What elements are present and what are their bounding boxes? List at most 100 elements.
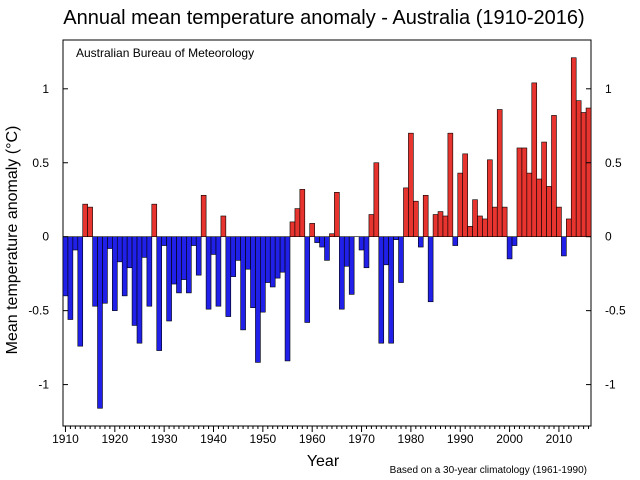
bar-1946 — [240, 236, 246, 331]
bar-1989 — [452, 236, 459, 246]
bar-1925 — [136, 236, 143, 344]
bar-1997 — [492, 206, 498, 237]
bar-1986 — [437, 211, 444, 237]
bars-group — [62, 57, 592, 409]
bar-1913 — [77, 236, 84, 347]
bar-1966 — [339, 236, 345, 310]
bar-2010 — [556, 206, 562, 237]
bar-2001 — [511, 236, 518, 246]
x-axis: 1910 1920 1930 1940 1950 1960 1970 1980 1990 2000… — [52, 426, 590, 446]
bar-1931 — [166, 236, 172, 322]
bar-2006 — [536, 178, 542, 238]
climatology-footnote: Based on a 30-year climatology (1961-199… — [390, 465, 587, 476]
bar-1998 — [496, 109, 503, 238]
bar-1990 — [457, 172, 463, 237]
y-axis-label: Mean temperature anomaly (°C) — [4, 126, 21, 355]
bar-1991 — [462, 153, 468, 238]
bar-1930 — [161, 236, 167, 246]
source-annotation: Australian Bureau of Meteorology — [76, 46, 254, 60]
bar-1956 — [289, 221, 296, 238]
bar-1950 — [260, 236, 266, 313]
bar-1912 — [72, 236, 79, 251]
y-tick-label-left: 0.5 — [32, 156, 49, 170]
bar-1916 — [92, 236, 98, 307]
bar-1939 — [205, 236, 212, 310]
x-tick-label: 2000 — [496, 432, 523, 446]
bar-1935 — [186, 236, 192, 294]
bar-1955 — [284, 236, 291, 362]
y-axis-right: 1 0.5 0 -0.5 -1 — [586, 82, 626, 392]
bar-1993 — [472, 199, 478, 237]
bar-1953 — [274, 236, 281, 279]
bar-2011 — [561, 236, 567, 257]
y-tick-label-left: 0 — [42, 230, 49, 244]
bar-1995 — [482, 218, 488, 237]
bar-1952 — [269, 236, 276, 288]
bar-1994 — [477, 215, 483, 237]
y-tick-label-right: 0 — [605, 230, 612, 244]
bar-1976 — [388, 236, 394, 344]
bar-1959 — [304, 236, 311, 323]
bar-1933 — [176, 236, 182, 294]
y-tick-label-right: 0.5 — [605, 156, 622, 170]
bar-2008 — [546, 186, 552, 237]
bar-1951 — [265, 236, 271, 283]
bar-2002 — [516, 147, 523, 238]
bar-2013 — [570, 57, 577, 237]
bar-1934 — [181, 236, 187, 280]
bar-2015 — [580, 112, 587, 238]
bar-1942 — [220, 215, 227, 237]
bar-1974 — [378, 236, 385, 344]
chart-title: Annual mean temperature anomaly - Austra… — [63, 7, 584, 29]
bar-1910 — [62, 236, 69, 297]
bar-1915 — [87, 206, 93, 237]
y-tick-label-right: 1 — [605, 82, 612, 96]
bar-1921 — [116, 236, 123, 263]
y-tick-label-left: -0.5 — [28, 304, 49, 318]
y-tick-label-left: 1 — [42, 82, 49, 96]
bar-1957 — [294, 208, 301, 238]
bar-1944 — [230, 236, 237, 277]
bar-1982 — [417, 236, 424, 248]
bar-1918 — [102, 236, 108, 304]
bar-1911 — [67, 236, 74, 320]
bar-1922 — [121, 236, 128, 297]
y-axis-left: 1 0.5 0 -0.5 -1 — [28, 82, 68, 392]
x-tick-label: 1960 — [299, 432, 326, 446]
bar-2004 — [526, 172, 533, 237]
bar-1917 — [97, 236, 103, 409]
bar-1936 — [191, 236, 197, 246]
bar-1992 — [467, 226, 473, 237]
bar-2014 — [575, 100, 582, 237]
bar-1980 — [408, 132, 414, 237]
bar-1978 — [398, 236, 404, 283]
x-tick-label: 1920 — [101, 432, 128, 446]
bar-1932 — [171, 236, 177, 285]
bar-1960 — [309, 223, 315, 237]
bar-1977 — [393, 236, 399, 240]
bar-1973 — [373, 162, 380, 237]
bar-1937 — [195, 236, 202, 276]
bar-1979 — [403, 187, 409, 237]
x-tick-label: 2010 — [546, 432, 573, 446]
bar-1999 — [501, 206, 508, 237]
bar-1964 — [329, 233, 335, 238]
bar-1970 — [358, 236, 365, 251]
x-tick-label: 1930 — [151, 432, 178, 446]
bar-1972 — [368, 214, 375, 237]
bar-1971 — [363, 236, 370, 269]
bar-1961 — [314, 236, 320, 243]
bar-1954 — [279, 236, 286, 273]
bar-1975 — [383, 236, 389, 266]
bar-1985 — [432, 214, 439, 237]
bar-1949 — [255, 236, 261, 363]
bar-1958 — [299, 189, 306, 237]
bar-1947 — [245, 236, 251, 270]
x-tick-label: 1950 — [249, 432, 276, 446]
bar-1927 — [146, 236, 153, 307]
bar-1987 — [442, 215, 449, 237]
bar-1988 — [447, 132, 454, 237]
bar-1967 — [343, 236, 350, 267]
bar-1914 — [82, 203, 88, 238]
bar-1983 — [422, 194, 429, 237]
